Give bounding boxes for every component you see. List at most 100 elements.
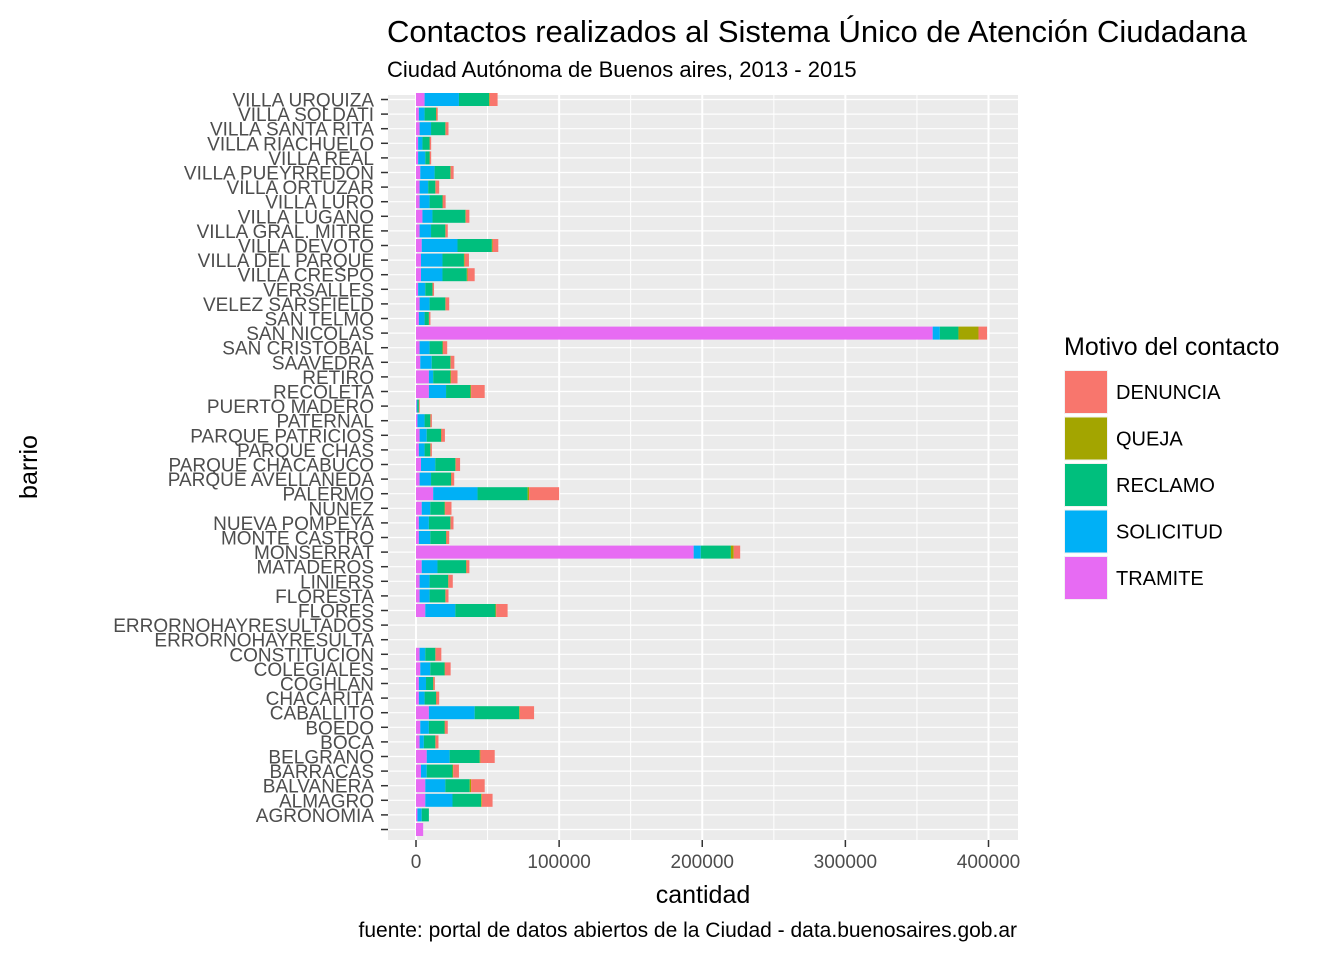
bar-segment-reclamo	[435, 458, 456, 471]
bar-segment-tramite	[416, 531, 419, 544]
bar-segment-reclamo	[431, 355, 451, 369]
bar-segment-tramite	[416, 706, 429, 720]
bar-segment-solicitud	[419, 428, 427, 442]
y-tick-label: PATERNAL	[277, 412, 375, 433]
bar-segment-denuncia	[450, 355, 455, 369]
bar-segment-denuncia	[445, 122, 449, 136]
bar-segment-solicitud	[419, 341, 430, 355]
bar-segment-reclamo	[452, 793, 482, 807]
bar-segment-tramite	[416, 793, 426, 807]
bar-segment-solicitud	[418, 531, 431, 544]
bar-segment-queja	[481, 793, 482, 807]
bar-segment-queja	[958, 326, 979, 340]
bar-segment-denuncia	[436, 691, 440, 705]
bar-segment-reclamo	[426, 677, 434, 690]
y-tick-label: MONTE CASTRO	[221, 529, 374, 550]
bar-segment-solicitud	[421, 253, 443, 267]
bar-segment-solicitud	[421, 239, 458, 252]
bar-segment-denuncia	[429, 136, 432, 150]
y-tick-label: ALMAGRO	[279, 791, 374, 812]
bar-segment-reclamo	[429, 574, 449, 588]
bar-segment-solicitud	[421, 458, 436, 471]
bar-segment-tramite	[416, 604, 426, 617]
bar-segment-solicitud	[420, 662, 431, 676]
bar-segment-denuncia	[441, 428, 445, 442]
x-axis: 0 100000 200000 300000 400000	[411, 840, 1020, 873]
bar-segment-reclamo	[455, 604, 496, 617]
bar-segment-tramite	[416, 107, 419, 121]
bar-segment-denuncia	[445, 589, 449, 603]
bar-segment-denuncia	[450, 516, 454, 530]
legend-title: Motivo del contacto	[1064, 333, 1279, 361]
y-tick-label: VILLA REAL	[268, 149, 374, 170]
bar-segment-reclamo	[429, 341, 443, 355]
bar-segment-solicitud	[425, 604, 456, 617]
bar-segment-reclamo	[424, 107, 437, 121]
bar-segment-solicitud	[418, 516, 429, 530]
bar-segment-tramite	[416, 268, 422, 282]
bar-segment-denuncia	[519, 706, 535, 720]
bar-segment-queja	[450, 166, 451, 179]
bar-segment-queja	[469, 779, 472, 793]
bar-segment-solicitud	[418, 151, 426, 165]
bar-segment-reclamo	[432, 209, 466, 223]
bar-segment-queja	[441, 428, 442, 442]
bar-segment-reclamo	[434, 166, 451, 179]
bar-segment-reclamo	[425, 647, 436, 661]
bar-segment-solicitud	[419, 647, 426, 661]
y-tick-label: VILLA SOLDATI	[238, 105, 374, 126]
bar-segment-tramite	[416, 385, 429, 398]
bar-segment-reclamo	[428, 516, 451, 530]
bar-segment-reclamo	[474, 706, 520, 720]
bar-segment-tramite	[416, 209, 423, 223]
y-tick-label: PARQUE CHACABUCO	[168, 456, 374, 477]
y-tick-label: COGHLAN	[280, 675, 374, 696]
bar-segment-reclamo	[429, 297, 446, 311]
bar-segment-tramite	[416, 764, 422, 778]
bar-segment-solicitud	[424, 93, 459, 106]
bar-segment-queja	[450, 516, 451, 530]
bar-segment-denuncia	[444, 720, 448, 734]
bar-segment-queja	[452, 764, 454, 778]
bar-segment-tramite	[416, 282, 419, 296]
bar-segment-reclamo	[422, 136, 430, 150]
bar-segment-queja	[491, 239, 493, 252]
y-tick-label: CHACARITA	[266, 689, 375, 710]
bar-segment-queja	[488, 93, 490, 106]
bar-segment-tramite	[416, 399, 417, 413]
y-tick-label: AGRONOMIA	[256, 806, 375, 827]
bar-segment-reclamo	[429, 195, 443, 209]
legend: Motivo del contacto DENUNCIA QUEJA RECLAMO…	[1064, 333, 1279, 600]
x-tick-label: 0	[411, 852, 422, 873]
bar-segment-queja	[527, 487, 530, 501]
bar-segment-solicitud	[418, 677, 427, 690]
bar-segment-tramite	[416, 341, 420, 355]
bar-segment-denuncia	[978, 326, 988, 340]
bar-segment-solicitud	[419, 122, 432, 136]
x-tick-label: 400000	[957, 852, 1020, 873]
bar-segment-solicitud	[418, 282, 426, 296]
bar-segment-denuncia	[466, 560, 470, 574]
bar-segment-solicitud	[425, 779, 446, 793]
y-tick-label: MATADEROS	[256, 558, 374, 579]
bar-segment-queja	[433, 677, 434, 690]
bar-segment-tramite	[416, 823, 424, 836]
y-tick-label: VILLA LURO	[265, 193, 374, 214]
bar-segment-tramite	[416, 472, 420, 486]
bar-segment-tramite	[416, 428, 420, 442]
bar-segment-queja	[446, 531, 447, 544]
bar-segment-reclamo	[424, 691, 437, 705]
bar-segment-solicitud	[428, 385, 447, 398]
y-tick-label: PARQUE PATRICIOS	[190, 426, 374, 447]
bar-segment-denuncia	[471, 779, 485, 793]
bar-segment-tramite	[416, 589, 420, 603]
bar-segment-denuncia	[430, 414, 432, 428]
x-axis-title: cantidad	[656, 881, 751, 909]
bar-segment-queja	[450, 355, 451, 369]
bar-segment-denuncia	[733, 545, 741, 559]
y-tick-label: PARQUE AVELLANEDA	[168, 470, 375, 491]
bar-segment-queja	[436, 107, 437, 121]
bar-segment-solicitud	[419, 195, 430, 209]
y-tick-label: SAN NICOLAS	[246, 324, 374, 345]
